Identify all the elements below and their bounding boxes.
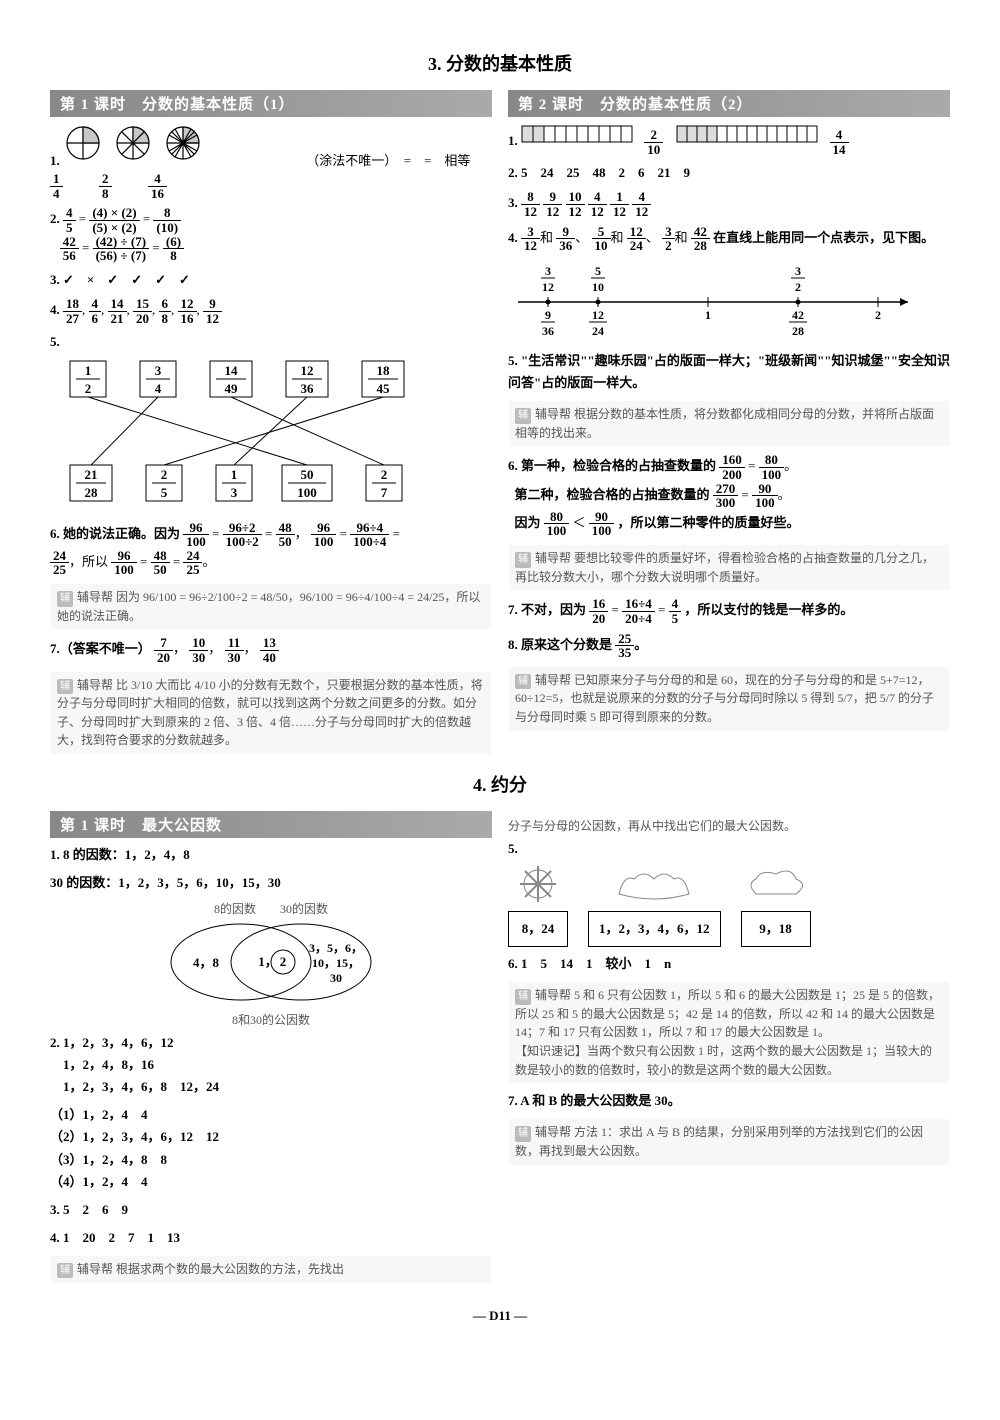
svg-text:2: 2 [280,954,287,969]
svg-text:2: 2 [795,280,801,294]
svg-text:3: 3 [795,264,801,278]
venn: 8的因数 30的因数 4，8 1， 2 3，5，6， 10，15， 30 8和3… [50,900,492,1028]
svg-text:4，8: 4，8 [193,955,220,970]
s4-q3: 3. 5 2 6 9 [50,1199,492,1221]
r-q1-bar1 [521,123,641,145]
s4-pre: 分子与分母的公因数，再从中找出它们的最大公因数。 [508,817,950,834]
section3-right: 第 2 课时 分数的基本性质（2） 1. 210 414 2. 5 24 [508,90,950,761]
svg-text:49: 49 [225,381,239,396]
q7: 7.（答案不唯一） 720， 1030， 1130， 1340 [50,636,492,664]
svg-text:1: 1 [705,308,711,322]
svg-text:1: 1 [231,467,238,482]
section3-title: 3. 分数的基本性质 [50,50,950,76]
q7-helper: 辅辅导帮 比 3/10 大而比 4/10 小的分数有无数个，只要根据分数的基本性… [50,671,492,755]
svg-text:2: 2 [161,467,168,482]
r-q3: 3. 812 912 1012 412 112 412 [508,190,950,218]
svg-text:2: 2 [875,308,881,322]
s4-q7-helper: 辅辅导帮 方法 1：求出 A 与 B 的结果，分别采用列举的方法找到它们的公因数… [508,1118,950,1165]
r-q2: 2. 5 24 25 48 2 6 21 9 [508,162,950,184]
svg-text:5: 5 [595,264,601,278]
s4-lesson1-bar: 第 1 课时 最大公因数 [50,811,492,838]
svg-text:3: 3 [155,363,162,378]
svg-text:12: 12 [542,280,554,294]
svg-text:5: 5 [161,485,168,500]
q6-helper: 辅辅导帮 因为 96/100 = 96÷2/100÷2 = 48/50，96/1… [50,583,492,630]
section3-left: 第 1 课时 分数的基本性质（1） 1. [50,90,492,761]
page-number: — D11 — [50,1308,950,1324]
svg-text:2: 2 [85,381,92,396]
svg-text:36: 36 [301,381,315,396]
svg-text:3，5，6，: 3，5，6， [309,941,363,955]
svg-text:3: 3 [545,264,551,278]
s4-q4-helper: 辅辅导帮 根据求两个数的最大公因数的方法，先找出 [50,1255,492,1284]
svg-text:1，: 1， [258,954,278,969]
s4-q5: 5. 8，24 1，2，3，4，6，12 9，18 [508,838,950,947]
svg-text:10: 10 [592,280,604,294]
svg-text:28: 28 [792,324,804,337]
section4-right: 分子与分母的公因数，再从中找出它们的最大公因数。 5. 8，24 1，2，3，4… [508,811,950,1290]
svg-text:9: 9 [545,308,551,322]
q5: 5. 12 34 1449 1236 [50,331,492,514]
q2: 2. 45 = (4) × (2)(5) × (2) = 8(10) 4256 … [50,206,492,263]
svg-text:100: 100 [297,485,317,500]
r-q4: 4. 312和 936、 510和 1224、 32和 4228 在直线上能用同… [508,225,950,344]
section4-title: 4. 约分 [50,771,950,797]
q1-circles [63,123,303,165]
svg-text:10，15，: 10，15， [312,956,360,970]
q3: 3. ✓ × ✓ ✓ ✓ ✓ [50,269,492,291]
r-q8: 8. 原来这个分数是 2535。 [508,632,950,660]
s4-q4: 4. 1 20 2 7 1 13 [50,1227,492,1249]
r-q1-bar2 [676,123,826,145]
svg-text:12: 12 [301,363,314,378]
r-q6: 6. 第一种，检验合格的占抽查数量的 160200 = 80100。 第二种，检… [508,453,950,538]
s4-q7: 7. A 和 B 的最大公因数是 30。 [508,1090,950,1112]
s4-q2: 2. 1，2，3，4，6，12 1，2，4，8，16 1，2，3，4，6，8 1… [50,1032,492,1098]
svg-text:30: 30 [330,971,342,985]
s4-q1a: 1. 8 的因数：1，2，4，8 [50,844,492,866]
svg-text:12: 12 [592,308,604,322]
svg-text:36: 36 [542,324,554,337]
numberline: 3 12 5 10 3 2 9 36 12 24 1 42 28 2 [508,257,928,337]
r-q7: 7. 不对，因为 1620 = 16÷420÷4 = 45 ，所以支付的钱是一样… [508,597,950,625]
svg-text:1: 1 [85,363,92,378]
lesson1-bar: 第 1 课时 分数的基本性质（1） [50,90,492,117]
q5-svg: 12 34 1449 1236 1845 2128 [50,357,450,507]
r-q6-helper: 辅辅导帮 要想比较零件的质量好坏，得看检验合格的占抽查数量的几分之几，再比较分数… [508,544,950,591]
svg-text:42: 42 [792,308,804,322]
section3-columns: 第 1 课时 分数的基本性质（1） 1. [50,90,950,761]
svg-text:14: 14 [225,363,239,378]
svg-text:3: 3 [231,485,238,500]
svg-text:7: 7 [381,485,388,500]
svg-text:4: 4 [155,381,162,396]
s4-q6-helper: 辅辅导帮 5 和 6 只有公因数 1，所以 5 和 6 的最大公因数是 1；25… [508,981,950,1084]
svg-text:18: 18 [377,363,391,378]
s4-q2-sub: （1）1，2，4 4 （2）1，2，3，4，6，12 12 （3）1，2，4，8… [50,1104,492,1192]
svg-text:21: 21 [85,467,98,482]
svg-text:24: 24 [592,324,604,337]
s4-q6: 6. 1 5 14 1 较小 1 n [508,953,950,975]
svg-text:50: 50 [301,467,314,482]
r-q5-helper: 辅辅导帮 根据分数的基本性质，将分数都化成相同分母的分数，并将所占版面相等的找出… [508,400,950,447]
q1-fracs: 14 28 416 [50,172,492,200]
section4-columns: 第 1 课时 最大公因数 1. 8 的因数：1，2，4，8 30 的因数：1，2… [50,811,950,1290]
r-q1: 1. 210 414 [508,123,950,156]
svg-text:2: 2 [381,467,388,482]
s4-q1b: 30 的因数：1，2，3，5，6，10，15，30 [50,872,492,894]
q4: 4. 1827, 46, 1421, 1520, 68, 1216, 912 [50,297,492,325]
section4-left: 第 1 课时 最大公因数 1. 8 的因数：1，2，4，8 30 的因数：1，2… [50,811,492,1290]
svg-text:28: 28 [85,485,99,500]
lesson2-bar: 第 2 课时 分数的基本性质（2） [508,90,950,117]
q1-note: （涂法不唯一） = = 相等 [306,153,470,168]
svg-text:45: 45 [377,381,391,396]
r-q5: 5. "生活常识""趣味乐园"占的版面一样大；"班级新闻""知识城堡""安全知识… [508,350,950,394]
q6: 6. 她的说法正确。因为 96100 = 96÷2100÷2 = 4850， 9… [50,521,492,578]
r-q8-helper: 辅辅导帮 已知原来分子与分母的和是 60，现在的分子与分母的和是 5+7=12，… [508,666,950,732]
q1: 1. [50,123,492,200]
